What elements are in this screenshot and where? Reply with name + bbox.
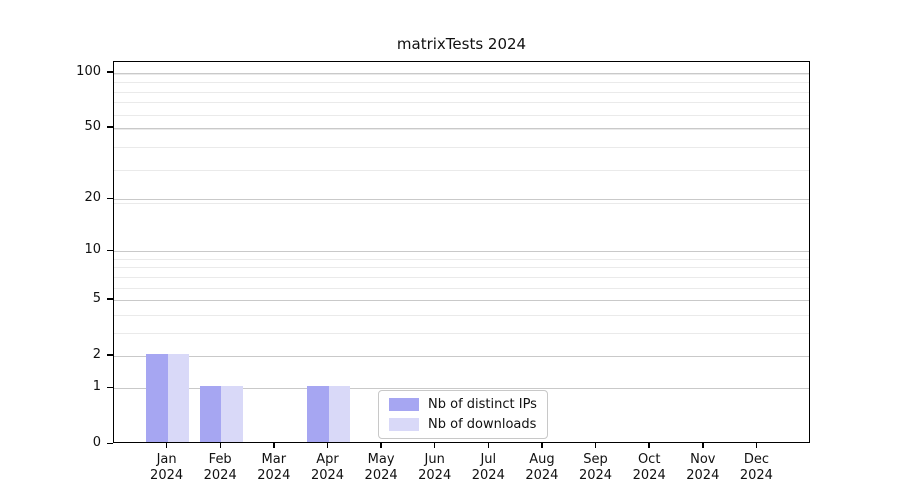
legend-item: Nb of distinct IPs [389, 397, 537, 412]
plot-area [113, 61, 810, 443]
x-tick-mark [273, 443, 275, 448]
bar [146, 353, 168, 442]
minor-gridline [114, 332, 809, 334]
minor-gridline [114, 129, 809, 131]
x-axis: Jan 2024 Feb 2024 Mar 2024 Apr 2024 May 2024 Jun 20… [113, 443, 810, 498]
x-tick-year: 2024 [257, 468, 291, 483]
y-tick-label: 100 [76, 63, 101, 79]
x-tick-year: 2024 [471, 468, 505, 483]
x-tick-label: Nov 2024 [673, 452, 733, 484]
minor-gridline [114, 170, 809, 172]
x-tick-year: 2024 [150, 468, 184, 483]
major-gridline [114, 355, 809, 357]
minor-gridline [114, 73, 809, 75]
x-tick-mark [541, 443, 543, 448]
x-tick-label: Dec 2024 [726, 452, 786, 484]
x-tick-mark [165, 443, 168, 448]
minor-gridline [114, 114, 809, 116]
y-axis: 0 1 2 5 10 20 50 100 [0, 61, 113, 450]
x-tick-label: Sep 2024 [566, 452, 626, 484]
x-tick-mark [594, 443, 597, 448]
x-tick-label: Jun 2024 [405, 452, 465, 484]
chart-title: matrixTests 2024 [396, 35, 527, 53]
x-tick-year: 2024 [364, 468, 398, 483]
y-tick-mark [107, 197, 113, 200]
y-tick-mark [107, 126, 113, 128]
legend-swatch-downloads [389, 418, 419, 431]
x-tick-label: Feb 2024 [190, 452, 250, 484]
major-gridline [114, 199, 809, 201]
minor-gridline [114, 91, 809, 93]
bar [328, 386, 350, 442]
x-tick-mark [380, 443, 382, 448]
minor-gridline [114, 102, 809, 104]
y-tick-label: 5 [92, 290, 101, 306]
legend-label: Nb of downloads [428, 417, 537, 432]
bar [167, 353, 190, 442]
bar [199, 386, 222, 442]
x-tick-mark [702, 443, 704, 448]
major-gridline [114, 299, 809, 301]
minor-gridline [114, 287, 809, 289]
x-tick-mark [755, 443, 758, 448]
x-tick-label: Jan 2024 [137, 452, 197, 484]
x-tick-year: 2024 [632, 468, 666, 483]
y-tick-label: 1 [92, 379, 101, 395]
bar [221, 386, 243, 442]
x-tick-mark [433, 443, 436, 448]
x-tick-year: 2024 [686, 468, 720, 483]
x-tick-mark [487, 443, 490, 448]
y-tick-label: 20 [84, 190, 101, 206]
x-tick-mark [648, 443, 650, 448]
y-tick-label: 0 [92, 435, 101, 450]
x-tick-label: Apr 2024 [298, 452, 358, 484]
minor-gridline [114, 147, 809, 149]
x-tick-mark [219, 443, 221, 448]
legend-item: Nb of downloads [389, 417, 537, 432]
major-gridline [114, 127, 809, 129]
legend: Nb of distinct IPs Nb of downloads [378, 390, 548, 439]
y-tick-mark [107, 442, 113, 444]
y-tick-mark [107, 354, 113, 356]
y-tick-mark [107, 386, 113, 389]
x-tick-label: Mar 2024 [244, 452, 304, 484]
legend-label: Nb of distinct IPs [428, 397, 537, 412]
x-tick-year: 2024 [310, 468, 345, 483]
x-tick-year: 2024 [578, 468, 613, 483]
y-tick-label: 50 [84, 118, 101, 134]
x-tick-label: May 2024 [351, 452, 411, 484]
bar [307, 386, 329, 442]
x-tick-mark [326, 443, 329, 448]
x-tick-year: 2024 [525, 468, 559, 483]
y-tick-mark [107, 71, 113, 73]
y-tick-mark [107, 298, 113, 300]
major-gridline [114, 251, 809, 253]
y-tick-mark [107, 249, 113, 252]
major-gridline [114, 72, 809, 74]
x-tick-label: Aug 2024 [512, 452, 572, 484]
x-tick-label: Oct 2024 [619, 452, 679, 484]
legend-swatch-distinct-ips [389, 398, 419, 411]
minor-gridline [114, 267, 809, 269]
minor-gridline [114, 82, 809, 84]
minor-gridline [114, 203, 809, 204]
y-tick-label: 2 [92, 346, 101, 362]
major-gridline [114, 388, 809, 390]
x-tick-year: 2024 [739, 468, 773, 483]
minor-gridline [114, 276, 809, 278]
minor-gridline [114, 314, 809, 316]
x-tick-label: Jul 2024 [458, 452, 518, 484]
y-tick-label: 10 [84, 242, 101, 258]
minor-gridline [114, 258, 809, 260]
x-tick-year: 2024 [203, 468, 237, 483]
x-tick-year: 2024 [418, 468, 452, 483]
